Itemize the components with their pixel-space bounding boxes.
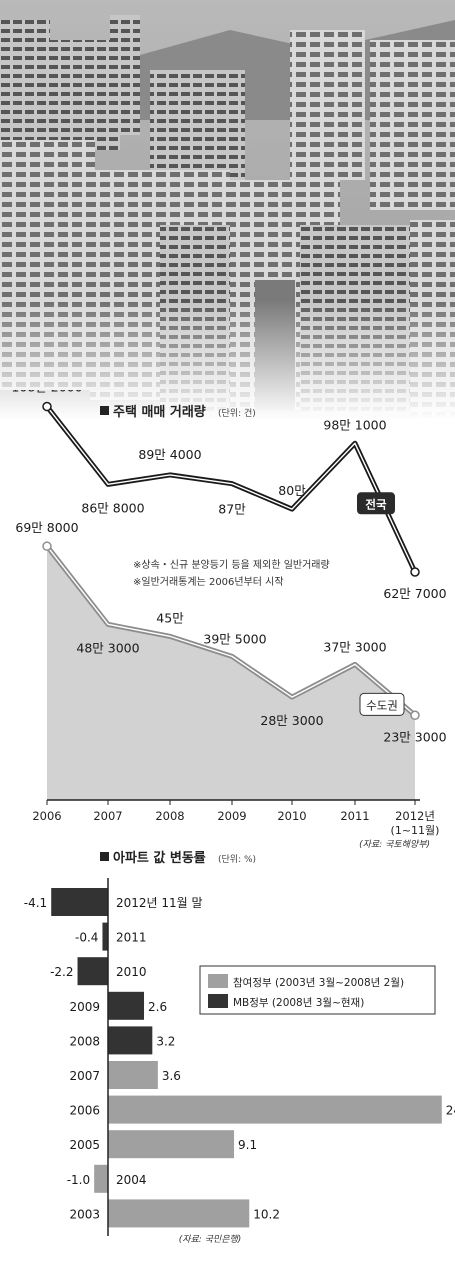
data-label-national: 98만 1000 xyxy=(323,417,386,432)
bar-value-label: 10.2 xyxy=(253,1207,280,1221)
line-chart-unit: (단위: 건) xyxy=(218,408,256,419)
legend-box xyxy=(199,965,436,1015)
x-tick-label: 2008 xyxy=(155,809,184,823)
category-label: 2005 xyxy=(69,1138,100,1152)
data-label-capital: 37만 3000 xyxy=(323,639,386,654)
data-label-national: 80만 xyxy=(278,483,306,498)
legend-label: 참여정부 (2003년 3월~2008년 2월) xyxy=(233,977,404,989)
bar xyxy=(51,888,108,916)
bar xyxy=(108,1130,235,1159)
data-label-capital: 39만 5000 xyxy=(203,631,266,646)
legend-label: MB정부 (2008년 3월~현재) xyxy=(233,997,364,1009)
bar-value-label: 3.2 xyxy=(156,1034,175,1048)
category-label: 2003 xyxy=(69,1207,100,1221)
bar-value-label: 3.6 xyxy=(162,1069,181,1083)
bar-value-label: -0.4 xyxy=(75,931,98,945)
bar-value-label: -2.2 xyxy=(50,965,73,979)
data-point xyxy=(410,710,420,721)
series-line-national-inner xyxy=(46,406,416,573)
bar xyxy=(77,957,108,986)
data-label-capital: 23만 3000 xyxy=(383,729,446,744)
bar-value-label: 2.6 xyxy=(148,1000,167,1014)
legend-swatch xyxy=(208,974,228,988)
bar-chart-unit: (단위: %) xyxy=(218,854,256,865)
x-tick-label: 2006 xyxy=(32,809,61,823)
category-label: 2010 xyxy=(116,965,147,979)
series-tag-national: 전국 xyxy=(365,497,387,511)
category-label: 2006 xyxy=(69,1104,100,1118)
bar xyxy=(108,1026,153,1055)
bar xyxy=(94,1164,108,1193)
apartment-price-change-bar-chart: 아파트 값 변동률 (단위: %) -4.1 2012년 11월 말 -0.4 2011 -… xyxy=(24,850,455,1245)
chart-note: ※상속・신규 분양등기 등을 제외한 일반거래량 xyxy=(133,559,330,571)
bar xyxy=(108,1199,250,1228)
bar-value-label: -4.1 xyxy=(24,896,47,910)
bar xyxy=(108,991,145,1020)
x-tick-label: 2009 xyxy=(217,809,246,823)
data-point xyxy=(42,541,52,551)
title-square xyxy=(100,852,109,861)
housing-transactions-line-chart: 주택 매매 거래량 (단위: 건) 2006 2007 2008 2009 2010 2011… xyxy=(11,390,446,850)
category-label: 2004 xyxy=(116,1173,147,1187)
data-label-national: 108만 2000 xyxy=(11,390,82,395)
bar xyxy=(108,1061,158,1089)
data-label-national: 89만 4000 xyxy=(138,447,201,462)
chart-note: ※일반거래통계는 2006년부터 시작 xyxy=(133,576,284,588)
title-square xyxy=(100,406,109,415)
category-label: 2007 xyxy=(69,1069,100,1083)
data-point xyxy=(410,567,420,577)
data-label-capital: 48만 3000 xyxy=(76,640,139,655)
bar-value-label: 9.1 xyxy=(238,1138,257,1152)
series-line-capital-inner xyxy=(46,545,416,716)
data-label-capital: 28만 3000 xyxy=(260,713,323,728)
data-point xyxy=(42,401,52,412)
bar xyxy=(102,922,108,951)
category-label: 2012년 11월 말 xyxy=(116,896,203,910)
category-label: 2011 xyxy=(116,931,147,945)
series-tag-capital-box xyxy=(359,692,405,716)
x-tick-sublabel: (1~11월) xyxy=(391,824,440,837)
bar-value-label: 24.1 xyxy=(446,1104,455,1118)
bar-chart-source: (자료: 국민은행) xyxy=(179,1234,242,1245)
bar-chart-title: 아파트 값 변동률 xyxy=(113,850,206,866)
data-label-capital: 69만 8000 xyxy=(15,520,78,535)
series-tag-national-box xyxy=(357,492,395,515)
data-label-national: 87만 xyxy=(218,502,246,517)
x-tick-label: 2012년 xyxy=(395,809,435,823)
apartment-photo xyxy=(0,0,455,420)
legend-swatch xyxy=(208,994,228,1008)
capital-area-fill xyxy=(47,546,415,800)
data-label-national: 62만 7000 xyxy=(383,586,446,601)
data-label-national: 86만 8000 xyxy=(81,500,144,515)
line-chart-source: (자료: 국토해양부) xyxy=(359,839,430,850)
bar xyxy=(108,1095,442,1124)
series-tag-capital: 수도권 xyxy=(366,698,398,712)
x-tick-label: 2010 xyxy=(277,809,306,823)
category-label: 2009 xyxy=(69,1000,100,1014)
x-tick-label: 2007 xyxy=(93,809,122,823)
x-tick-label: 2011 xyxy=(340,809,369,823)
line-chart-title: 주택 매매 거래량 xyxy=(113,404,206,420)
bar-value-label: -1.0 xyxy=(67,1173,90,1187)
data-label-capital: 45만 xyxy=(156,610,184,625)
category-label: 2008 xyxy=(69,1034,100,1048)
